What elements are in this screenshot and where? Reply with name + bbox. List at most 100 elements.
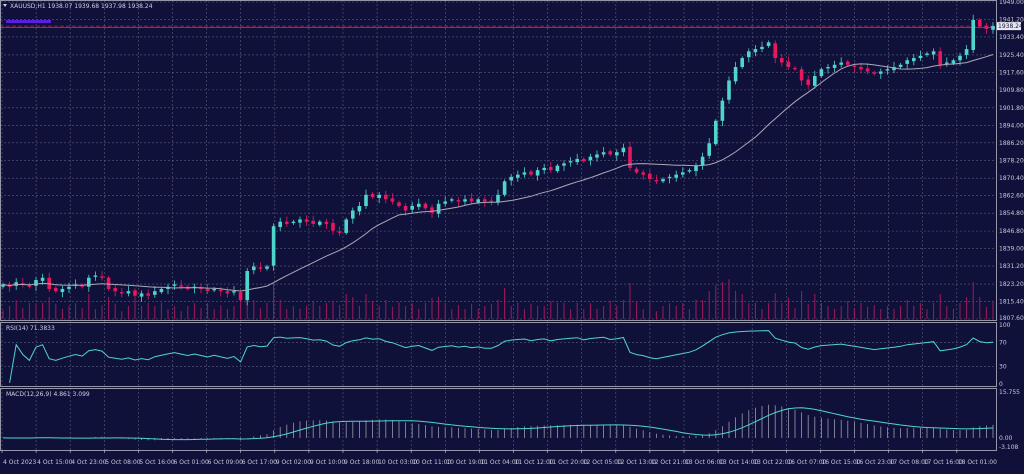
candle-body xyxy=(40,277,45,281)
candle-body xyxy=(80,285,84,287)
candle-body xyxy=(47,277,51,289)
candle-body xyxy=(397,202,401,207)
time-tick-label: 17 Oct 16:00 xyxy=(924,459,963,466)
candle-body xyxy=(938,51,942,65)
volume-bars xyxy=(2,279,994,319)
candle-body xyxy=(139,293,144,297)
macd-tick-label: -3.108 xyxy=(999,444,1019,451)
price-tick-label: 1870.40 xyxy=(999,175,1024,182)
candle-body xyxy=(991,26,995,30)
drawn-object[interactable] xyxy=(6,20,51,23)
candle-body xyxy=(27,284,32,287)
candle-body xyxy=(377,194,381,198)
price-tick-label: 1941.20 xyxy=(999,16,1024,23)
moving-average-line xyxy=(2,54,994,292)
time-tick-label: 12 Oct 21:00 xyxy=(651,459,690,466)
candle-body xyxy=(324,221,329,224)
candle-body xyxy=(601,152,606,155)
candle-body xyxy=(806,79,810,85)
candle-body xyxy=(832,64,837,68)
candle-body xyxy=(522,172,527,175)
candle-body xyxy=(179,285,183,287)
candle-body xyxy=(621,147,626,153)
candle-body xyxy=(839,62,843,65)
time-tick-label: 12 Oct 05:00 xyxy=(583,459,622,466)
price-tick-label: 1878.20 xyxy=(999,158,1024,165)
rsi-tick-label: 30 xyxy=(999,363,1007,370)
candle-body xyxy=(258,267,263,269)
candle-body xyxy=(984,25,989,29)
candle-body xyxy=(463,199,467,202)
candle-body xyxy=(740,58,744,68)
collapse-triangle-icon[interactable] xyxy=(3,4,7,7)
candle-body xyxy=(535,170,540,176)
candles xyxy=(1,14,995,306)
candle-body xyxy=(555,165,560,172)
candle-body xyxy=(978,19,982,27)
time-tick-label: 10 Oct 03:00 xyxy=(378,459,417,466)
time-tick-label: 9 Oct 18:00 xyxy=(344,459,379,466)
candle-body xyxy=(846,61,850,65)
price-tick-label: 1807.60 xyxy=(999,315,1024,322)
current-price-box xyxy=(997,22,1021,31)
candle-body xyxy=(700,156,705,166)
candle-body xyxy=(1,284,5,287)
rsi-tick-label: 0 xyxy=(999,381,1003,388)
candle-body xyxy=(34,279,38,286)
candle-body xyxy=(747,51,751,58)
candle-body xyxy=(126,291,131,294)
candle-body xyxy=(707,143,711,156)
macd-tick-label: 0.00 xyxy=(999,435,1013,442)
candle-body xyxy=(575,158,579,163)
time-tick-label: 9 Oct 02:00 xyxy=(276,459,311,466)
candle-body xyxy=(390,198,395,202)
candle-body xyxy=(344,219,348,233)
rsi-label: RSI(14) 71.3833 xyxy=(6,325,55,332)
price-tick-label: 1933.40 xyxy=(999,34,1024,41)
candle-body xyxy=(898,64,903,68)
macd-signal-line xyxy=(2,407,994,441)
macd-histogram xyxy=(9,404,994,441)
price-tick-label: 1846.80 xyxy=(999,228,1024,235)
candle-body xyxy=(476,199,480,203)
candle-body xyxy=(67,286,71,289)
candle-body xyxy=(641,172,645,175)
candle-body xyxy=(469,198,474,202)
rsi-tick-label: 70 xyxy=(999,340,1007,347)
candle-body xyxy=(819,69,824,76)
candle-body xyxy=(628,146,632,168)
candle-body xyxy=(159,288,164,293)
rsi-tick-label: 100 xyxy=(999,322,1011,329)
candle-body xyxy=(331,223,335,231)
pane-borders xyxy=(0,0,997,451)
rsi-line xyxy=(9,330,994,383)
candle-body xyxy=(720,100,725,121)
price-tick-label: 1917.60 xyxy=(999,69,1024,76)
candle-body xyxy=(727,80,731,100)
candle-body xyxy=(714,120,718,145)
symbol-info: XAUUSD,H1 1938.07 1939.68 1937.98 1938.2… xyxy=(10,3,153,10)
candle-body xyxy=(562,163,566,166)
candle-body xyxy=(106,277,111,289)
candle-body xyxy=(403,206,408,211)
candle-body xyxy=(430,207,434,213)
candle-body xyxy=(852,65,857,68)
time-tick-label: 11 Oct 12:00 xyxy=(515,459,554,466)
candle-body xyxy=(245,271,249,301)
candle-body xyxy=(793,67,797,70)
price-tick-label: 1949.00 xyxy=(999,0,1024,6)
candle-body xyxy=(357,206,362,212)
candle-body xyxy=(654,180,659,182)
candle-body xyxy=(238,292,243,301)
pane-border xyxy=(0,388,997,451)
candle-body xyxy=(384,194,388,200)
candle-body xyxy=(971,19,975,50)
candle-body xyxy=(456,200,461,202)
time-tick-label: 16 Oct 07:00 xyxy=(787,459,826,466)
candle-body xyxy=(417,203,421,207)
time-tick-label: 10 Oct 19:00 xyxy=(446,459,485,466)
time-tick-label: 6 Oct 09:00 xyxy=(208,459,243,466)
candle-body xyxy=(951,60,956,64)
candle-body xyxy=(786,61,791,68)
